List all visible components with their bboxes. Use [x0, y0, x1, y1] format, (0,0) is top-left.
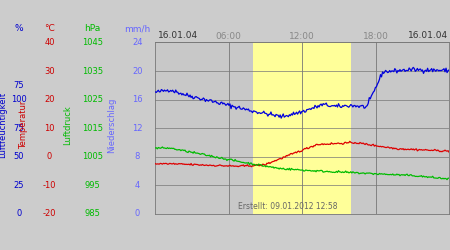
Text: 100: 100: [11, 95, 27, 104]
Text: 1015: 1015: [82, 124, 103, 132]
Text: mm/h: mm/h: [124, 24, 150, 33]
Text: 1005: 1005: [82, 152, 103, 161]
Text: 25: 25: [14, 181, 24, 190]
Text: 75: 75: [14, 81, 24, 90]
Text: Niederschlag: Niederschlag: [107, 97, 116, 153]
Bar: [253, 42, 351, 214]
Text: 75: 75: [14, 124, 24, 132]
Text: 8: 8: [135, 152, 140, 161]
Text: 16.01.04: 16.01.04: [158, 31, 198, 40]
Text: hPa: hPa: [84, 24, 100, 33]
Text: 1025: 1025: [82, 95, 103, 104]
Text: 0: 0: [16, 209, 22, 218]
Text: %: %: [14, 24, 23, 33]
Text: 985: 985: [84, 209, 100, 218]
Text: 24: 24: [132, 38, 143, 47]
Text: Luftdruck: Luftdruck: [63, 105, 72, 145]
Text: -10: -10: [43, 181, 56, 190]
Text: 12: 12: [132, 124, 143, 132]
Text: 16.01.04: 16.01.04: [408, 31, 448, 40]
Text: 40: 40: [44, 38, 55, 47]
Text: °C: °C: [44, 24, 55, 33]
Text: 4: 4: [135, 181, 140, 190]
Text: 50: 50: [14, 152, 24, 161]
Text: 20: 20: [44, 95, 55, 104]
Text: 0: 0: [47, 152, 52, 161]
Text: -20: -20: [43, 209, 56, 218]
Text: 1045: 1045: [82, 38, 103, 47]
Text: Temperatur: Temperatur: [19, 101, 28, 149]
Text: Erstellt: 09.01.2012 12:58: Erstellt: 09.01.2012 12:58: [238, 202, 337, 211]
Text: 16: 16: [132, 95, 143, 104]
Text: 995: 995: [85, 181, 100, 190]
Text: 30: 30: [44, 66, 55, 76]
Text: 20: 20: [132, 66, 143, 76]
Text: 0: 0: [135, 209, 140, 218]
Text: 10: 10: [44, 124, 55, 132]
Text: Luftfeuchtigkeit: Luftfeuchtigkeit: [0, 92, 7, 158]
Text: 1035: 1035: [82, 66, 103, 76]
